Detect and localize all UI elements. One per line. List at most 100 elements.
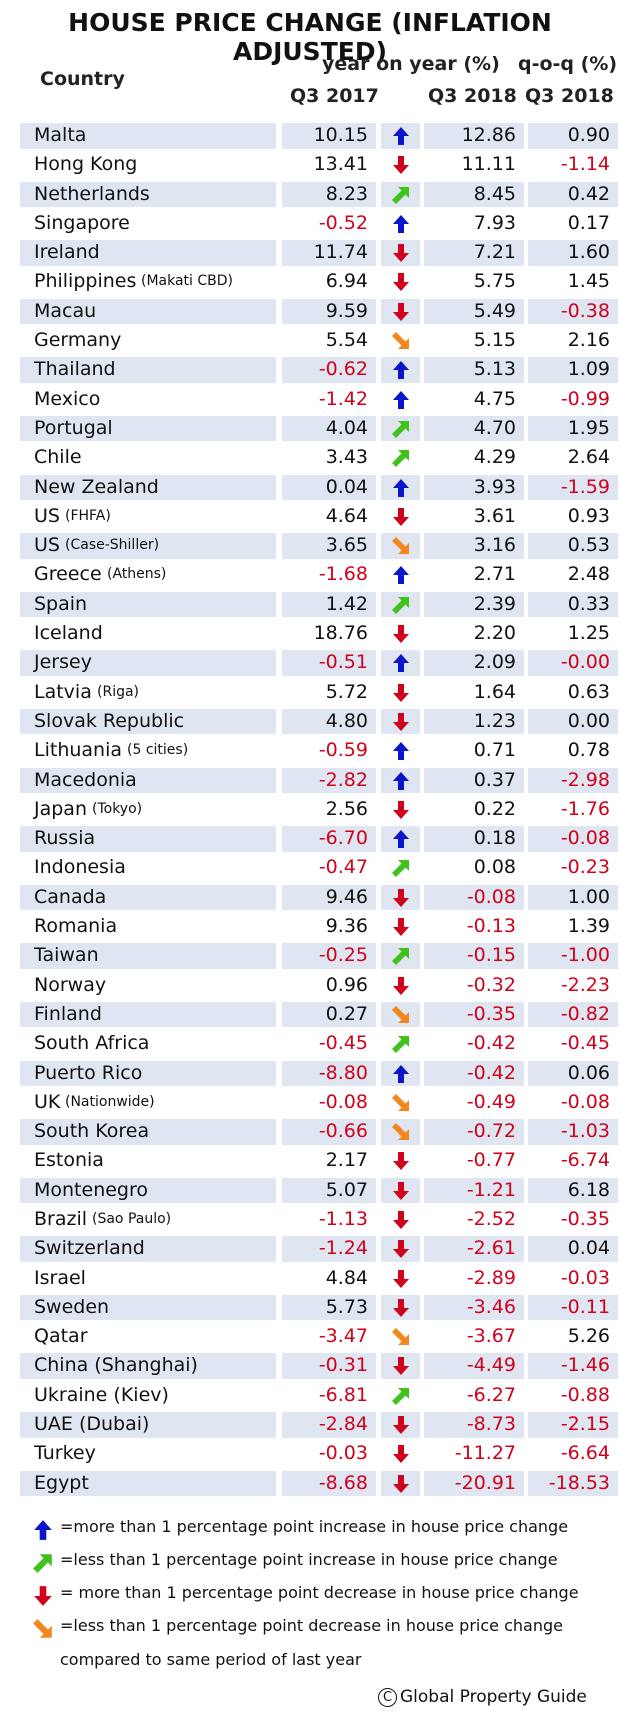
country-name: Egypt <box>34 1471 89 1494</box>
qoq-q3-2018-value: 0.90 <box>567 124 610 146</box>
yoy-q3-2018-value: -4.49 <box>466 1354 516 1377</box>
trend-cell <box>381 269 420 295</box>
table-row: Ukraine (Kiev) -6.81 -6.27 -0.88 <box>20 1381 618 1410</box>
header-country: Country <box>40 68 125 90</box>
country-cell: Lithuania (5 cities) <box>20 738 276 764</box>
qoq-q3-2018-value: 0.33 <box>567 592 610 615</box>
qoq-q3-2018-cell: 0.06 <box>528 1060 618 1086</box>
yoy-q3-2018-cell: -6.27 <box>424 1383 524 1409</box>
table-row: Spain 1.42 2.39 0.33 <box>20 590 618 619</box>
qoq-q3-2018-value: -2.98 <box>560 768 610 791</box>
arrow-up-icon <box>393 361 409 380</box>
table-row: Sweden 5.73 -3.46 -0.11 <box>20 1293 618 1322</box>
header-q3-2018: Q3 2018 <box>428 85 517 107</box>
qoq-q3-2018-value: 2.64 <box>567 446 610 469</box>
country-name: Mexico <box>34 387 101 410</box>
qoq-q3-2018-value: -1.76 <box>560 797 610 820</box>
trend-cell <box>381 1236 420 1262</box>
country-cell: Romania <box>20 914 276 940</box>
arrow-down-right-icon <box>392 1093 409 1111</box>
yoy-q3-2017-value: -2.84 <box>318 1413 368 1436</box>
country-name: Spain <box>34 592 88 615</box>
yoy-q3-2018-value: -0.15 <box>466 944 516 967</box>
yoy-q3-2017-value: -2.82 <box>318 768 368 791</box>
trend-cell <box>381 1412 420 1438</box>
country-name: China (Shanghai) <box>34 1354 198 1377</box>
yoy-q3-2017-cell: -6.81 <box>282 1383 376 1409</box>
country-name: Portugal <box>34 416 113 439</box>
yoy-q3-2017-cell: -1.42 <box>282 387 376 413</box>
arrow-up-icon <box>34 1520 52 1540</box>
qoq-q3-2018-value: 6.18 <box>567 1178 610 1201</box>
trend-cell <box>381 591 420 618</box>
qoq-q3-2018-value: -0.11 <box>560 1295 610 1318</box>
table-row: Ireland 11.74 7.21 1.60 <box>20 238 618 267</box>
country-name: Macau <box>34 299 97 322</box>
arrow-up-icon <box>393 742 409 761</box>
table-row: Finland 0.27 -0.35 -0.82 <box>20 1000 618 1029</box>
table-row: Jersey -0.51 2.09 -0.00 <box>20 648 618 677</box>
trend-cell <box>381 1090 420 1116</box>
trend-cell <box>381 826 420 852</box>
yoy-q3-2017-cell: -2.82 <box>282 767 376 794</box>
country-name: Hong Kong <box>34 153 138 176</box>
trend-cell <box>381 181 420 208</box>
table-row: Macedonia -2.82 0.37 -2.98 <box>20 766 618 795</box>
table-row: Hong Kong 13.41 11.11 -1.14 <box>20 150 618 179</box>
trend-cell <box>381 855 420 881</box>
qoq-q3-2018-cell: -0.88 <box>528 1383 618 1409</box>
trend-cell <box>381 767 420 794</box>
arrow-down-icon <box>393 1357 409 1376</box>
yoy-q3-2017-value: 10.15 <box>313 124 368 146</box>
country-cell: Switzerland <box>20 1236 276 1262</box>
yoy-q3-2018-value: -8.73 <box>466 1413 516 1436</box>
table-row: Malta 10.15 12.86 0.90 <box>20 121 618 150</box>
country-cell: Qatar <box>20 1324 276 1350</box>
yoy-q3-2018-cell: -2.89 <box>424 1266 524 1292</box>
yoy-q3-2017-value: 3.43 <box>325 446 368 469</box>
country-name: Israel <box>34 1266 86 1289</box>
arrow-down-icon <box>393 1474 409 1493</box>
table-row: Estonia 2.17 -0.77 -6.74 <box>20 1146 618 1175</box>
yoy-q3-2018-cell: 5.75 <box>424 269 524 295</box>
yoy-q3-2018-value: 5.15 <box>473 329 516 352</box>
country-cell: Iceland <box>20 621 276 647</box>
yoy-q3-2018-cell: -0.42 <box>424 1031 524 1057</box>
arrow-up-right-icon <box>392 948 409 966</box>
yoy-q3-2017-cell: 5.54 <box>282 328 376 354</box>
yoy-q3-2018-value: 5.75 <box>473 270 516 293</box>
copyright-icon: C <box>378 1688 397 1707</box>
yoy-q3-2017-cell: 9.59 <box>282 298 376 325</box>
country-cell: Latvia (Riga) <box>20 680 276 706</box>
country-cell: Finland <box>20 1001 276 1028</box>
country-note: (Makati CBD) <box>141 273 234 290</box>
country-name: Brazil <box>34 1207 88 1230</box>
yoy-q3-2018-value: -0.35 <box>466 1002 516 1025</box>
trend-cell <box>381 387 420 413</box>
yoy-q3-2018-cell: 12.86 <box>424 123 524 149</box>
yoy-q3-2017-cell: -0.25 <box>282 943 376 969</box>
arrow-down-icon <box>393 1152 409 1171</box>
table-row: South Africa -0.45 -0.42 -0.45 <box>20 1029 618 1058</box>
qoq-q3-2018-cell: 0.04 <box>528 1236 618 1262</box>
yoy-q3-2017-value: 5.54 <box>325 329 368 352</box>
yoy-q3-2018-value: -20.91 <box>454 1471 516 1494</box>
table-row: Thailand -0.62 5.13 1.09 <box>20 355 618 384</box>
trend-cell <box>381 1060 420 1086</box>
country-cell: Israel <box>20 1266 276 1292</box>
trend-cell <box>381 328 420 354</box>
country-name: South Africa <box>34 1032 150 1055</box>
country-name: Taiwan <box>34 944 99 967</box>
yoy-q3-2017-cell: 5.07 <box>282 1177 376 1204</box>
qoq-q3-2018-value: 2.48 <box>567 563 610 586</box>
country-name: Latvia <box>34 680 92 703</box>
qoq-q3-2018-cell: -0.11 <box>528 1294 618 1321</box>
yoy-q3-2017-value: 4.84 <box>325 1266 368 1289</box>
yoy-q3-2017-value: 0.96 <box>325 973 368 996</box>
yoy-q3-2017-value: 5.07 <box>325 1178 368 1201</box>
arrow-down-icon <box>393 1298 409 1317</box>
arrow-down-icon <box>393 244 409 263</box>
yoy-q3-2018-value: -3.46 <box>466 1295 516 1318</box>
qoq-q3-2018-cell: -2.15 <box>528 1412 618 1438</box>
qoq-q3-2018-value: -0.99 <box>560 387 610 410</box>
